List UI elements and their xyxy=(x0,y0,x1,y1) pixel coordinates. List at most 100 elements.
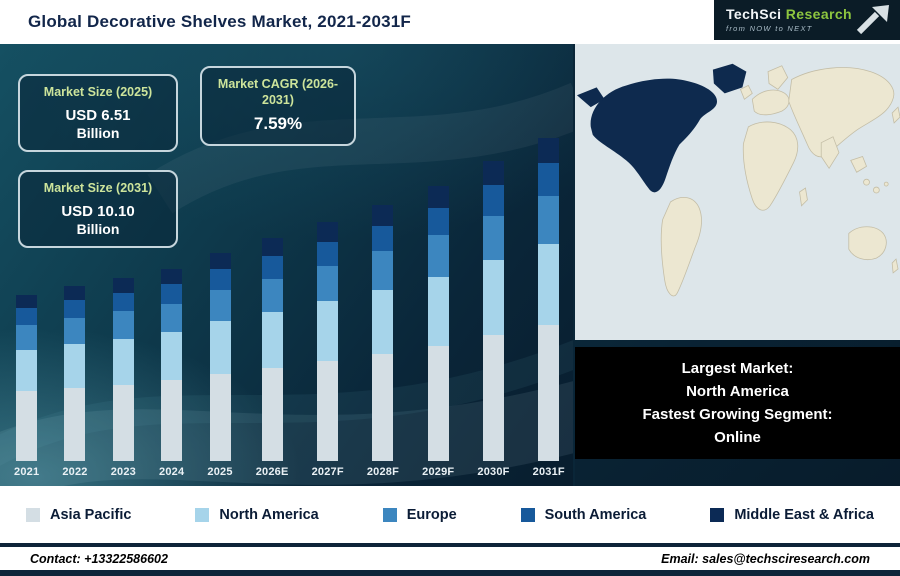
segment-south-america xyxy=(538,163,560,196)
segment-asia-pacific xyxy=(261,367,283,461)
segment-europe xyxy=(112,311,134,339)
market-cagr-label: Market CAGR (2026-2031) xyxy=(217,77,339,107)
legend-swatch xyxy=(382,507,397,522)
largest-market-value: North America xyxy=(686,382,789,400)
segment-south-america xyxy=(209,269,231,291)
bar-stack xyxy=(261,238,283,461)
segment-north-america xyxy=(482,260,504,336)
market-cagr-box: Market CAGR (2026-2031) 7.59% xyxy=(200,66,356,147)
segment-asia-pacific xyxy=(482,335,504,461)
segment-europe xyxy=(16,324,38,350)
segment-middle-east-africa xyxy=(112,278,134,294)
map-greenland xyxy=(712,63,747,94)
segment-north-america xyxy=(261,311,283,368)
market-size-2031-unit: Billion xyxy=(76,221,120,238)
market-highlight-box: Largest Market: North America Fastest Gr… xyxy=(575,347,900,459)
bar-2027f: 2027F xyxy=(312,222,344,478)
segment-europe xyxy=(482,215,504,261)
segment-europe xyxy=(372,251,394,290)
segment-north-america xyxy=(372,289,394,354)
market-size-2025-box: Market Size (2025) USD 6.51 Billion xyxy=(18,74,178,153)
bar-stack xyxy=(16,294,38,461)
bar-stack xyxy=(427,185,449,461)
world-map-svg xyxy=(575,44,900,340)
page-title: Global Decorative Shelves Market, 2021-2… xyxy=(28,12,411,31)
legend-label: Asia Pacific xyxy=(50,506,132,523)
legend-item-asia-pacific: Asia Pacific xyxy=(26,507,131,523)
footer-bottom-rule xyxy=(0,570,900,576)
legend-item-north-america: North America xyxy=(195,506,319,523)
segment-asia-pacific xyxy=(317,360,339,461)
legend-swatch xyxy=(710,507,725,522)
segment-middle-east-africa xyxy=(372,205,394,226)
segment-north-america xyxy=(112,338,134,385)
map-asia xyxy=(788,67,895,158)
segment-europe xyxy=(161,303,183,333)
year-label: 2031F xyxy=(532,466,565,478)
segment-south-america xyxy=(64,300,86,319)
map-japan xyxy=(891,106,900,124)
segment-europe xyxy=(64,318,86,345)
legend-item-middle-east-africa: Middle East & Africa xyxy=(710,507,874,523)
segment-south-america xyxy=(372,225,394,252)
segment-middle-east-africa xyxy=(16,294,38,309)
segment-north-america xyxy=(538,244,560,326)
footer-top-rule xyxy=(0,543,900,547)
segment-north-america xyxy=(317,301,339,361)
legend-item-south-america: South America xyxy=(520,507,646,523)
segment-europe xyxy=(427,235,449,277)
main-area: Market Size (2025) USD 6.51 Billion Mark… xyxy=(0,44,900,486)
year-label: 2021 xyxy=(14,466,40,478)
segment-asia-pacific xyxy=(209,373,231,461)
year-label: 2022 xyxy=(62,466,88,478)
market-cagr-value: 7.59% xyxy=(253,114,303,134)
segment-asia-pacific xyxy=(427,345,449,461)
bar-2026e: 2026E xyxy=(256,238,289,478)
segment-south-america xyxy=(161,284,183,304)
logo-text: TechSci Research from NOW to NEXT xyxy=(726,6,852,33)
legend-label: North America xyxy=(219,506,319,523)
logo-arrow-icon xyxy=(856,5,889,35)
footer-strip: Contact: +13322586602 Email: sales@techs… xyxy=(0,547,900,570)
segment-europe xyxy=(209,290,231,322)
year-label: 2026E xyxy=(255,466,289,478)
year-label: 2029F xyxy=(422,466,455,478)
legend-swatch xyxy=(520,507,535,522)
right-panel: Largest Market: North America Fastest Gr… xyxy=(573,44,900,486)
bar-2023: 2023 xyxy=(111,278,136,478)
world-map xyxy=(575,44,900,340)
segment-middle-east-africa xyxy=(427,185,449,208)
segment-north-america xyxy=(64,344,86,388)
map-india xyxy=(820,136,840,170)
market-size-2031-box: Market Size (2031) USD 10.10 Billion xyxy=(18,170,178,249)
market-size-2025-value: USD 6.51 xyxy=(65,106,131,124)
stacked-bar-chart: 2021 2022 2023 2024 2025 2026E 2027F 2028F 2029F… xyxy=(14,137,565,478)
bar-2029f: 2029F xyxy=(422,185,455,478)
fastest-segment-value: Online xyxy=(714,429,761,447)
bar-stack xyxy=(112,278,134,461)
segment-asia-pacific xyxy=(372,353,394,461)
contact-phone: Contact: +13322586602 xyxy=(30,551,168,566)
segment-north-america xyxy=(209,321,231,374)
bar-stack xyxy=(161,269,183,461)
segment-asia-pacific xyxy=(538,325,560,461)
legend-label: Europe xyxy=(406,506,457,523)
year-label: 2028F xyxy=(366,466,400,478)
map-south-america xyxy=(660,197,702,297)
segment-south-america xyxy=(16,308,38,325)
year-label: 2024 xyxy=(159,466,185,478)
map-scandinavia xyxy=(767,65,789,90)
header: Global Decorative Shelves Market, 2021-2… xyxy=(0,0,900,44)
market-size-2031-label: Market Size (2031) xyxy=(43,181,153,195)
segment-middle-east-africa xyxy=(161,269,183,285)
segment-middle-east-africa xyxy=(317,222,339,242)
segment-north-america xyxy=(16,349,38,392)
legend-swatch xyxy=(195,507,210,522)
market-size-2031-value: USD 10.10 xyxy=(61,202,135,220)
bar-stack xyxy=(317,222,339,461)
segment-south-america xyxy=(112,293,134,312)
brand-primary: TechSci xyxy=(726,6,782,23)
market-size-2025-label: Market Size (2025) xyxy=(43,85,153,99)
bar-stack xyxy=(482,161,504,461)
